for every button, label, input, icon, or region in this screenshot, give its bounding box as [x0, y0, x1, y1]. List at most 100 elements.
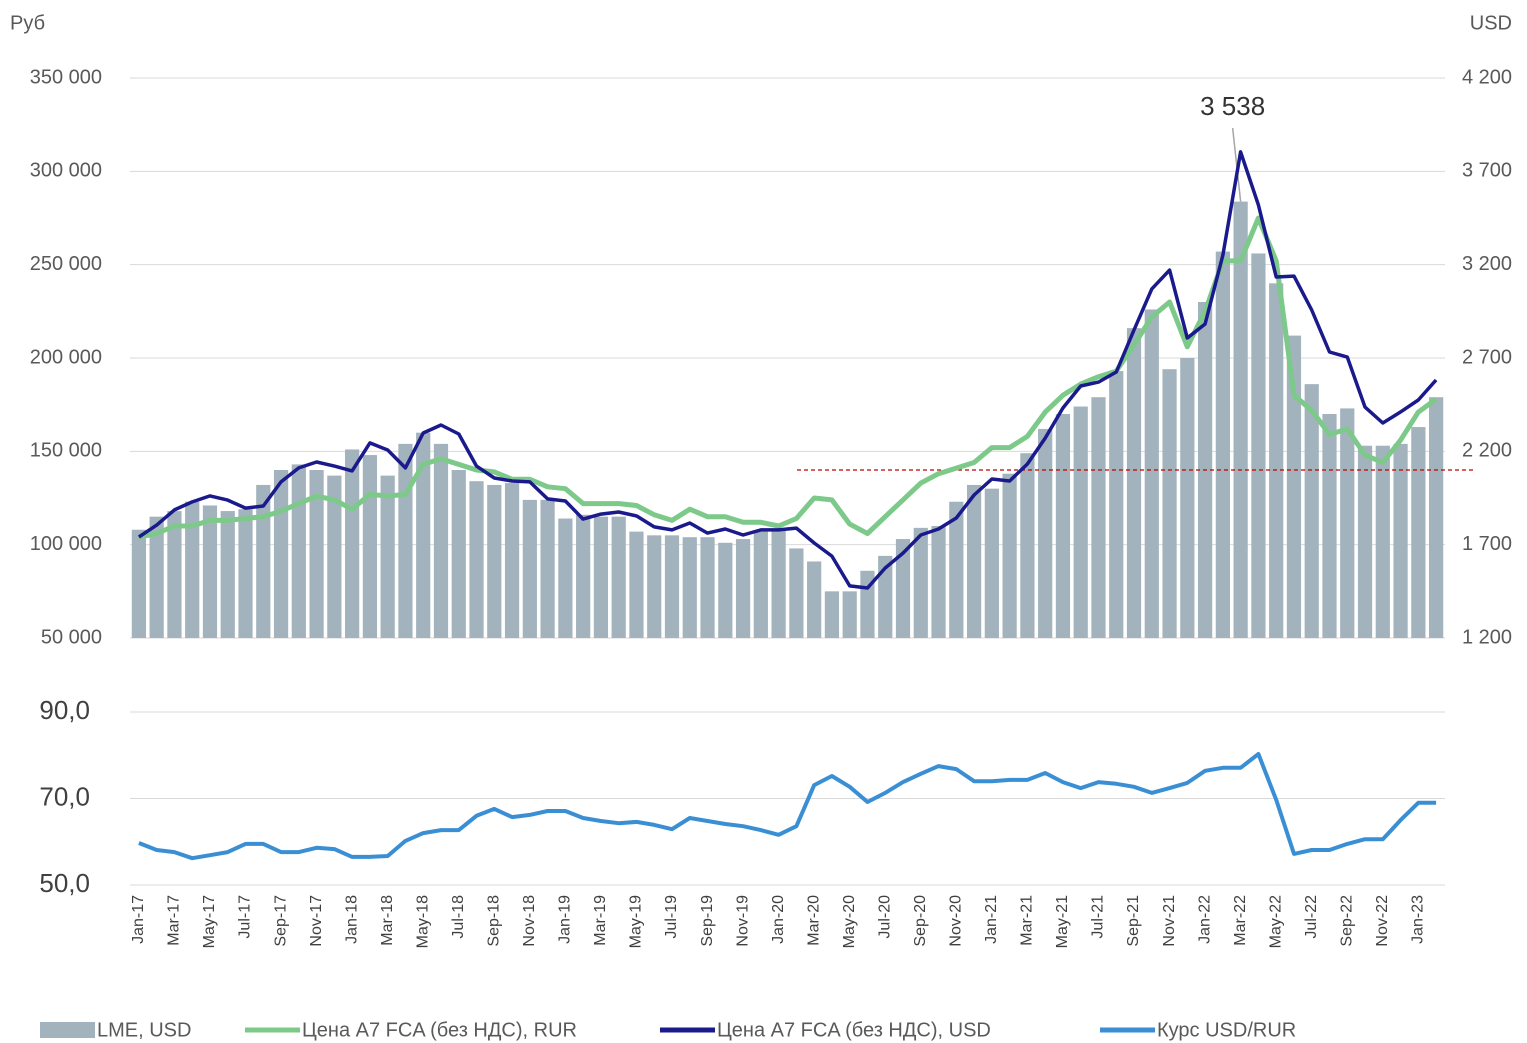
bar	[1144, 309, 1159, 638]
bar	[202, 505, 218, 638]
bar	[1233, 201, 1248, 638]
x-tick-label: Jul-22	[1303, 895, 1320, 939]
bar	[327, 475, 342, 638]
bar	[273, 470, 289, 638]
bar	[647, 535, 662, 638]
bar	[664, 535, 680, 638]
bar	[1251, 253, 1266, 638]
bar	[629, 531, 644, 638]
x-tick-label: Jul-20	[876, 895, 893, 939]
y-axis-title: Руб	[10, 12, 45, 34]
bar	[1162, 369, 1177, 638]
bar	[878, 555, 893, 638]
bar	[1322, 414, 1337, 638]
x-tick-label: Sep-21	[1125, 895, 1142, 947]
data-label: 3 538	[1200, 91, 1265, 121]
x-tick-label: Nov-21	[1161, 895, 1178, 947]
bar	[718, 542, 733, 638]
bar	[682, 537, 697, 638]
x-tick-label: Nov-22	[1374, 895, 1391, 947]
y2-tick-label: 2 200	[1462, 440, 1512, 462]
bar	[1038, 428, 1053, 638]
bar	[931, 526, 946, 638]
x-tick-label: Nov-17	[308, 895, 325, 947]
bar	[753, 531, 768, 638]
x-tick-label: Jul-21	[1090, 895, 1107, 939]
y2-tick-label: 3 700	[1462, 160, 1512, 182]
bar	[1411, 427, 1426, 638]
y-tick-label: 250 000	[30, 253, 102, 275]
x-tick-label: Mar-19	[592, 895, 609, 946]
bar	[433, 443, 449, 638]
bar	[1393, 443, 1408, 638]
bar	[220, 511, 235, 638]
y-tick-label: 100 000	[30, 533, 102, 555]
x-tick-label: May-20	[841, 895, 858, 948]
bar	[398, 443, 413, 638]
bar	[1002, 473, 1017, 638]
legend-label: Курс USD/RUR	[1157, 1019, 1296, 1041]
bar	[1269, 283, 1284, 638]
x-tick-label: Nov-19	[734, 895, 751, 947]
bar	[469, 481, 484, 638]
x-tick-label: Sep-22	[1338, 895, 1355, 947]
x-tick-label: May-21	[1054, 895, 1071, 948]
bar	[807, 561, 822, 638]
x-tick-label: Nov-20	[948, 895, 965, 947]
x-tick-label: Mar-18	[379, 895, 396, 946]
bar	[984, 488, 999, 638]
bar	[1340, 408, 1355, 638]
x-tick-label: Jan-18	[343, 895, 360, 944]
x-tick-label: Sep-20	[912, 895, 929, 947]
bar	[735, 539, 751, 638]
bar	[895, 539, 911, 638]
bar	[1304, 384, 1319, 638]
bar	[1375, 445, 1390, 638]
bar	[451, 470, 466, 638]
y-tick-label: 70,0	[39, 781, 90, 811]
bar	[1109, 371, 1124, 638]
x-tick-label: Jul-19	[663, 895, 680, 939]
y2-tick-label: 3 200	[1462, 253, 1512, 275]
x-tick-label: Mar-17	[166, 895, 183, 946]
bar	[1357, 445, 1373, 638]
bar	[522, 499, 537, 638]
bar	[1180, 358, 1195, 638]
bar	[167, 511, 182, 638]
bar	[593, 516, 609, 638]
bar	[149, 516, 164, 638]
bar	[504, 483, 520, 638]
bar	[1429, 397, 1444, 638]
bar	[966, 484, 982, 638]
line	[137, 150, 1438, 590]
y-tick-label: 90,0	[39, 695, 90, 725]
x-tick-label: Nov-18	[521, 895, 538, 947]
bar	[949, 501, 964, 638]
x-tick-label: Jan-17	[130, 895, 147, 944]
bar	[416, 432, 431, 638]
y-tick-label: 200 000	[30, 346, 102, 368]
y2-tick-label: 2 700	[1462, 346, 1512, 368]
bar	[238, 509, 253, 638]
bar	[540, 499, 555, 638]
bar	[558, 518, 573, 638]
line	[138, 752, 1437, 861]
bar	[576, 514, 591, 638]
bar	[1215, 251, 1230, 638]
x-tick-label: Jul-17	[237, 895, 254, 939]
y-tick-label: 50 000	[41, 626, 102, 648]
legend-label: LME, USD	[97, 1019, 191, 1041]
x-tick-label: Jan-23	[1410, 895, 1427, 944]
bar	[256, 484, 271, 638]
bar	[380, 475, 395, 638]
bar	[700, 537, 715, 638]
y2-tick-label: 4 200	[1462, 66, 1512, 88]
legend-label: Цена А7 FCA (без НДС), RUR	[302, 1019, 577, 1041]
y-tick-label: 300 000	[30, 160, 102, 182]
x-tick-label: Mar-22	[1232, 895, 1249, 946]
x-tick-label: Jan-21	[983, 895, 1000, 944]
bar	[1286, 335, 1302, 638]
x-tick-label: Sep-19	[699, 895, 716, 947]
x-tick-label: Mar-21	[1019, 895, 1036, 946]
